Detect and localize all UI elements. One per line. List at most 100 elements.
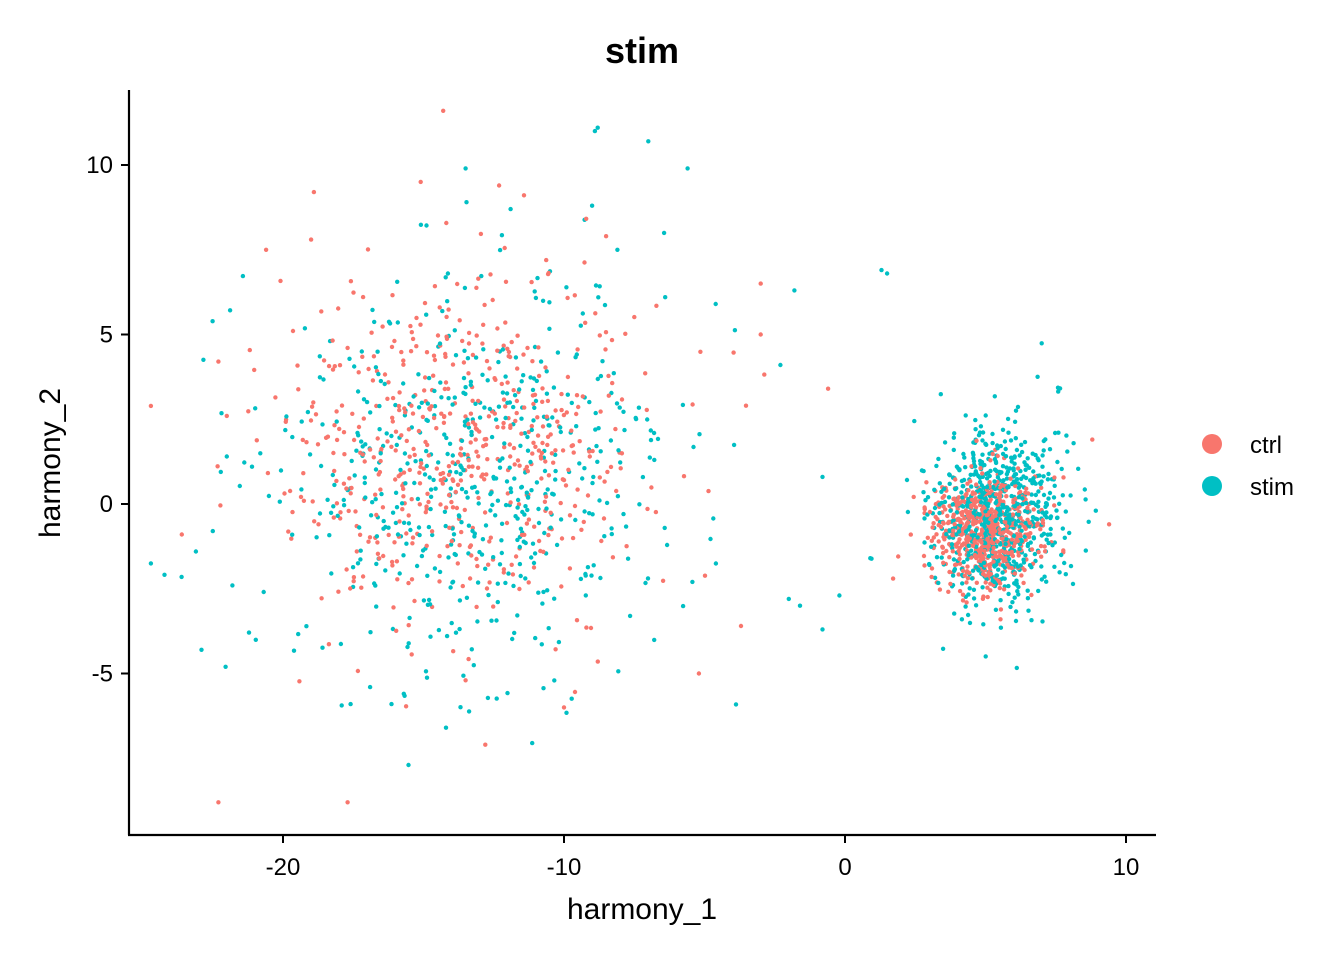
point-ctrl	[545, 442, 550, 448]
point-ctrl	[370, 378, 376, 383]
point-ctrl	[311, 400, 316, 405]
point-stim	[261, 589, 266, 595]
point-ctrl	[431, 415, 437, 421]
point-ctrl	[353, 509, 358, 514]
point-stim	[1017, 453, 1022, 458]
point-stim	[1082, 487, 1088, 492]
point-stim	[555, 350, 561, 355]
point-ctrl	[453, 489, 458, 495]
point-stim	[938, 392, 943, 397]
point-stim	[405, 461, 410, 466]
point-ctrl	[379, 446, 384, 452]
point-ctrl	[1018, 532, 1023, 537]
point-stim	[1042, 574, 1047, 579]
point-ctrl	[371, 455, 376, 460]
point-stim	[201, 357, 206, 362]
point-stim	[374, 534, 380, 539]
point-ctrl	[265, 470, 271, 476]
point-stim	[416, 405, 422, 410]
point-ctrl	[1001, 499, 1006, 504]
point-ctrl	[442, 386, 447, 392]
point-ctrl	[421, 466, 426, 471]
point-stim	[448, 542, 454, 547]
point-stim	[983, 531, 988, 536]
point-stim	[1004, 471, 1010, 477]
point-stim	[476, 501, 481, 506]
point-stim	[1022, 439, 1028, 445]
point-ctrl	[948, 581, 953, 587]
point-stim	[1041, 438, 1047, 444]
point-stim	[713, 301, 718, 307]
point-ctrl	[969, 504, 974, 509]
point-ctrl	[513, 554, 519, 559]
point-ctrl	[1001, 556, 1006, 561]
point-stim	[978, 424, 984, 429]
point-stim	[546, 626, 551, 631]
point-ctrl	[308, 237, 314, 242]
point-ctrl	[313, 412, 319, 417]
point-stim	[387, 321, 393, 326]
point-stim	[330, 472, 335, 478]
point-stim	[963, 413, 968, 418]
point-ctrl	[603, 347, 608, 352]
point-stim	[595, 376, 600, 382]
point-stim	[992, 467, 998, 472]
point-stim	[1057, 386, 1063, 391]
point-ctrl	[599, 538, 604, 544]
point-ctrl	[1090, 437, 1095, 442]
point-stim	[477, 415, 483, 420]
point-stim	[368, 410, 373, 415]
point-stim	[389, 433, 394, 439]
point-stim	[946, 495, 952, 500]
point-ctrl	[1061, 475, 1066, 480]
point-ctrl	[474, 556, 479, 562]
point-stim	[258, 451, 263, 456]
point-ctrl	[934, 532, 939, 537]
point-stim	[973, 603, 979, 608]
point-stim	[327, 533, 332, 538]
point-ctrl	[535, 415, 540, 420]
point-ctrl	[406, 427, 412, 432]
point-ctrl	[409, 497, 414, 502]
point-stim	[1070, 581, 1076, 587]
point-stim	[266, 493, 272, 499]
point-ctrl	[738, 623, 744, 629]
point-stim	[969, 484, 974, 489]
point-stim	[535, 275, 540, 281]
point-ctrl	[447, 525, 452, 530]
point-stim	[685, 166, 690, 171]
point-ctrl	[531, 565, 537, 570]
point-ctrl	[216, 359, 221, 364]
point-ctrl	[569, 428, 574, 433]
point-stim	[283, 427, 288, 433]
point-ctrl	[579, 527, 584, 532]
point-ctrl	[252, 367, 257, 373]
point-stim	[488, 508, 493, 513]
point-ctrl	[488, 272, 493, 277]
point-ctrl	[394, 559, 400, 564]
point-stim	[461, 375, 467, 381]
point-ctrl	[512, 462, 517, 467]
point-ctrl	[927, 509, 933, 515]
point-ctrl	[393, 477, 398, 482]
point-stim	[1017, 524, 1022, 529]
point-ctrl	[957, 556, 962, 562]
point-ctrl	[470, 420, 476, 425]
point-ctrl	[380, 324, 385, 329]
point-ctrl	[357, 532, 363, 537]
point-stim	[457, 514, 462, 519]
point-ctrl	[946, 519, 952, 524]
point-ctrl	[286, 529, 291, 534]
point-stim	[515, 497, 521, 503]
point-stim	[598, 373, 604, 379]
point-stim	[983, 654, 988, 659]
point-stim	[616, 669, 621, 674]
point-stim	[473, 401, 478, 406]
point-stim	[1000, 502, 1006, 508]
point-ctrl	[278, 278, 283, 284]
point-stim	[533, 398, 539, 404]
point-stim	[402, 451, 408, 456]
point-stim	[949, 542, 955, 547]
point-ctrl	[438, 478, 443, 483]
point-ctrl	[911, 494, 916, 500]
